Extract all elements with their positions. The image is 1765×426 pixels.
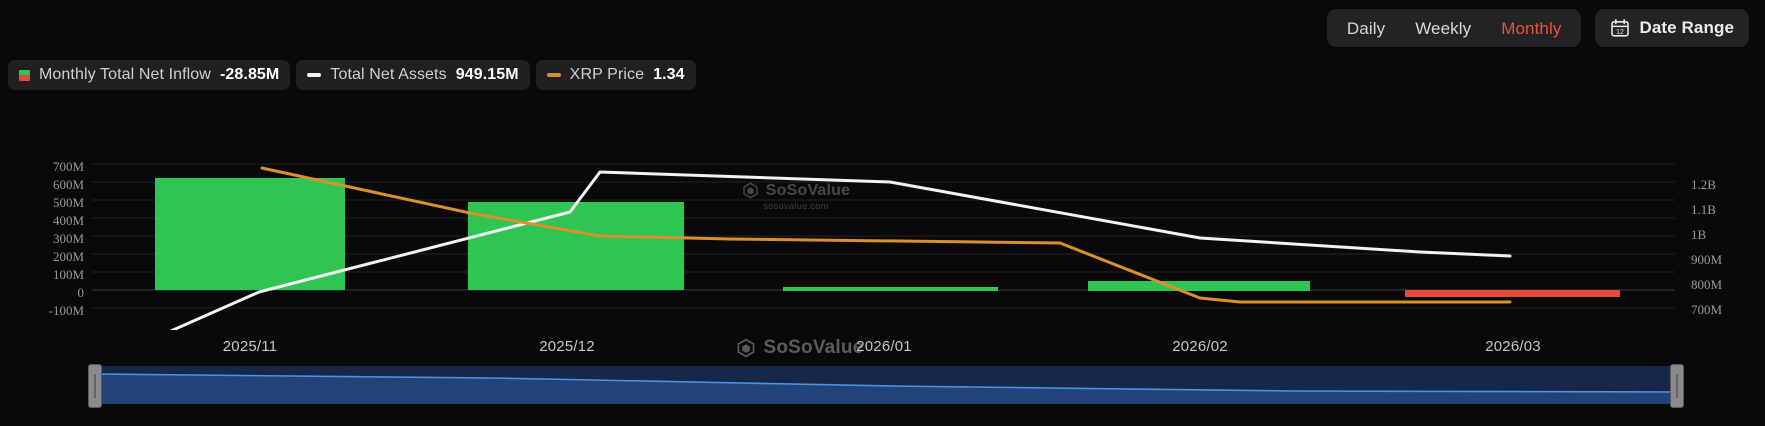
x-axis-tick: 2026/03 bbox=[1485, 338, 1541, 355]
legend-value: 949.15M bbox=[455, 66, 519, 83]
right-axis-tick: 800M bbox=[1691, 277, 1723, 292]
range-slider-preview bbox=[92, 373, 1675, 404]
svg-text:12: 12 bbox=[1617, 29, 1625, 36]
right-axis-tick: 1.1B bbox=[1691, 202, 1716, 217]
date-range-button[interactable]: 12 Date Range bbox=[1595, 9, 1749, 47]
range-slider-handle-left[interactable] bbox=[88, 364, 102, 408]
left-axis-tick: 500M bbox=[52, 195, 84, 210]
calendar-icon: 12 bbox=[1610, 18, 1630, 38]
x-axis-tick: 2025/11 bbox=[222, 338, 278, 355]
legend-item-total-net-assets[interactable]: Total Net Assets 949.15M bbox=[296, 60, 530, 90]
chart-plot-area[interactable] bbox=[0, 150, 1765, 330]
left-axis-tick: 400M bbox=[52, 213, 84, 228]
bar-2026-02 bbox=[1088, 281, 1310, 291]
dash-swatch-icon bbox=[546, 73, 561, 77]
legend-label: Total Net Assets bbox=[330, 66, 447, 83]
left-axis-tick: 300M bbox=[52, 231, 84, 246]
right-axis-tick: 700M bbox=[1691, 302, 1723, 317]
left-axis-tick: 700M bbox=[52, 159, 84, 174]
legend-item-monthly-total-net-inflow[interactable]: Monthly Total Net Inflow -28.85M bbox=[8, 60, 291, 90]
left-axis-tick: 0 bbox=[77, 285, 85, 300]
range-slider-track[interactable] bbox=[92, 366, 1675, 404]
left-axis-tick: 600M bbox=[52, 177, 84, 192]
right-axis-tick: 1B bbox=[1691, 227, 1707, 242]
line-series-total-net-assets bbox=[169, 170, 1512, 330]
x-axis-tick: 2026/01 bbox=[856, 338, 912, 355]
bar-2026-01 bbox=[783, 287, 998, 291]
granularity-segmented-control[interactable]: Daily Weekly Monthly bbox=[1326, 9, 1582, 47]
right-axis-tick: 900M bbox=[1691, 252, 1723, 267]
bar-2026-03 bbox=[1405, 290, 1620, 297]
left-axis-tick: 100M bbox=[52, 267, 84, 282]
range-slider-handle-right[interactable] bbox=[1670, 364, 1684, 408]
legend-value: 1.34 bbox=[653, 66, 685, 83]
granularity-option-monthly[interactable]: Monthly bbox=[1501, 18, 1562, 38]
date-range-label: Date Range bbox=[1639, 18, 1734, 37]
legend-value: -28.85M bbox=[219, 66, 280, 83]
left-axis-tick: 200M bbox=[52, 249, 84, 264]
right-y-axis: 1.2B 1.1B 1B 900M 800M 700M bbox=[1685, 150, 1765, 330]
x-axis-tick: 2025/12 bbox=[539, 338, 595, 355]
granularity-option-weekly[interactable]: Weekly bbox=[1415, 18, 1472, 38]
bar-2025-12 bbox=[468, 202, 684, 290]
chart-legend: Monthly Total Net Inflow -28.85M Total N… bbox=[8, 60, 696, 90]
line-series-xrp-price bbox=[260, 166, 1512, 304]
left-axis-tick: -100M bbox=[48, 303, 84, 318]
x-axis: 2025/11 2025/12 2026/01 2026/02 2026/03 bbox=[0, 338, 1765, 362]
legend-label: XRP Price bbox=[569, 66, 645, 83]
bar-series-monthly-total-net-inflow bbox=[155, 178, 1620, 297]
granularity-option-daily[interactable]: Daily bbox=[1346, 18, 1386, 38]
chart-toolbar: Daily Weekly Monthly 12 Date Range bbox=[1326, 9, 1749, 47]
left-y-axis: 700M 600M 500M 400M 300M 200M 100M 0 -10… bbox=[0, 150, 90, 330]
right-axis-tick: 1.2B bbox=[1691, 177, 1716, 192]
legend-label: Monthly Total Net Inflow bbox=[39, 66, 211, 83]
dash-swatch-icon bbox=[307, 73, 322, 77]
legend-item-xrp-price[interactable]: XRP Price 1.34 bbox=[535, 60, 696, 90]
bar-2025-11 bbox=[155, 178, 345, 290]
split-square-swatch-icon bbox=[19, 69, 30, 81]
x-axis-tick: 2026/02 bbox=[1172, 338, 1228, 355]
